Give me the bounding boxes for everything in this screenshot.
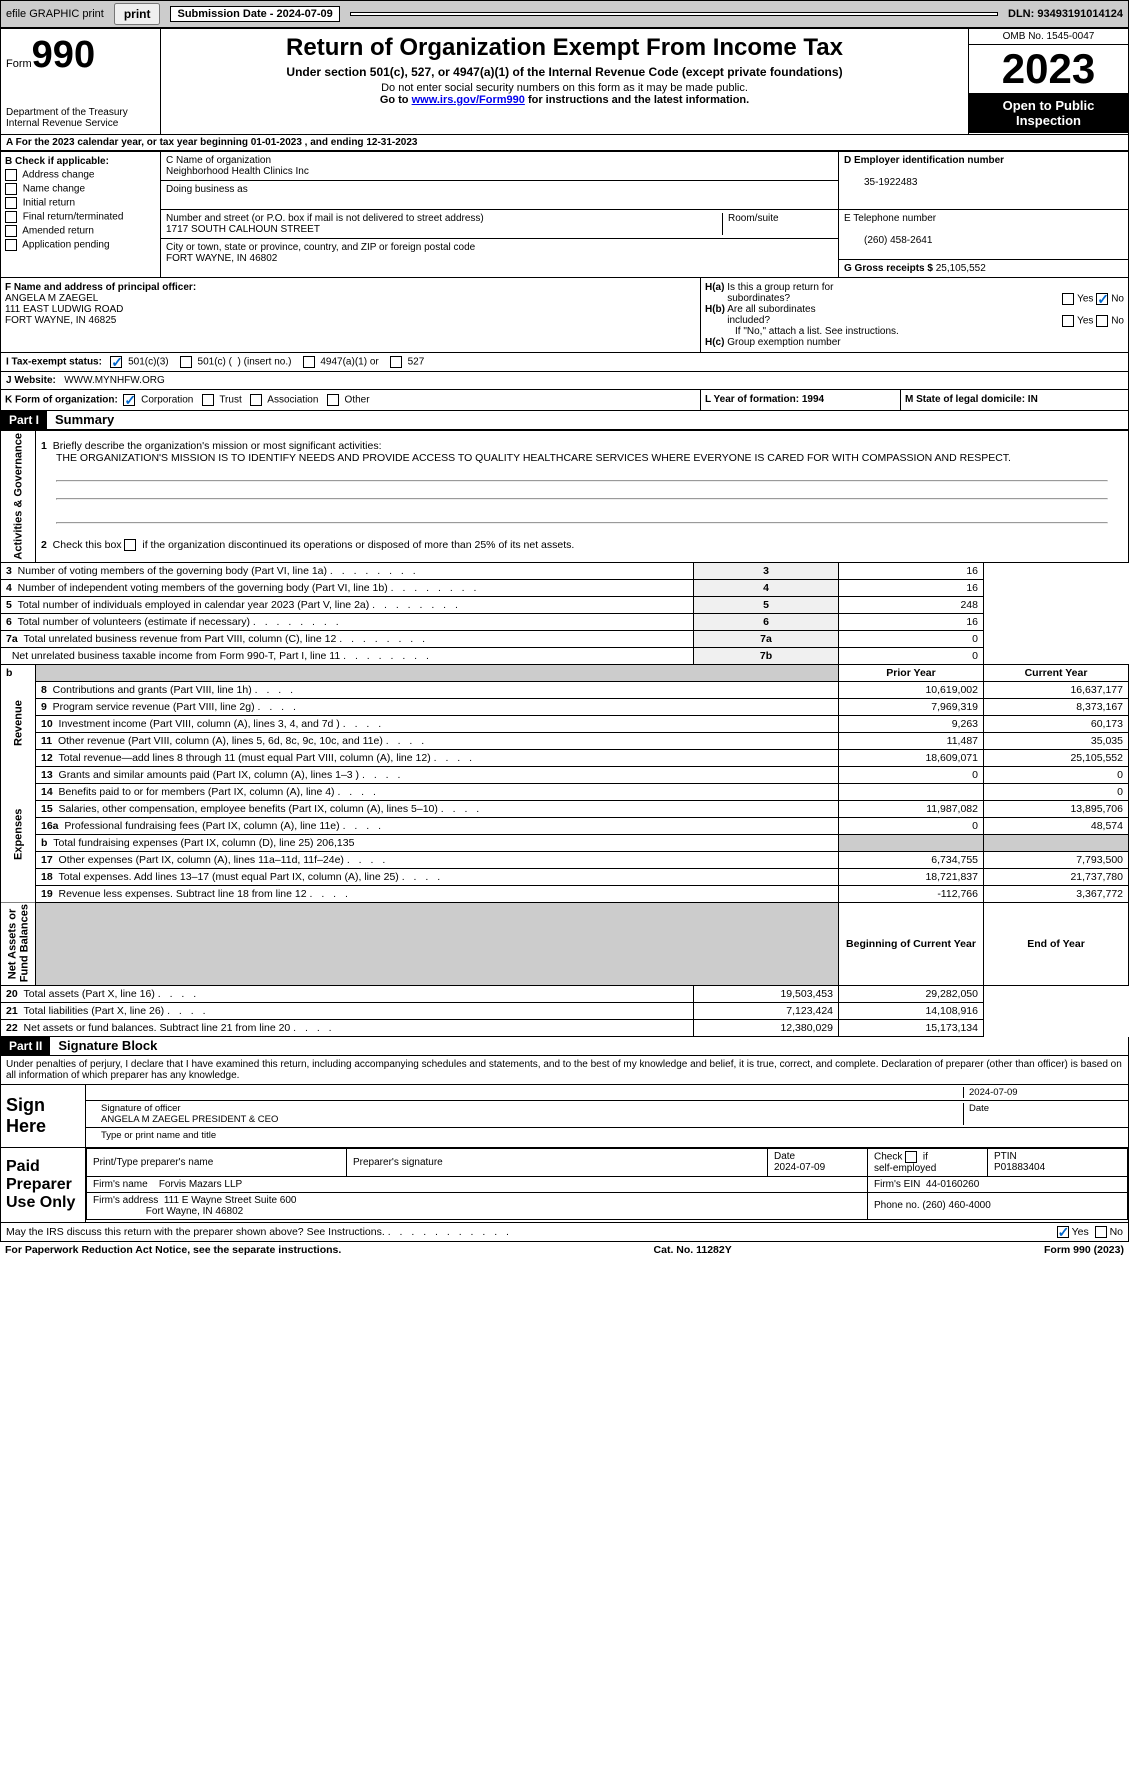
submission-date: Submission Date - 2024-07-09 [170, 6, 339, 22]
section-bcd: B Check if applicable: Address change Na… [0, 151, 1129, 278]
summary-table: Activities & Governance 1 Briefly descri… [0, 430, 1129, 1037]
irs-link[interactable]: www.irs.gov/Form990 [412, 94, 525, 106]
form-header: Form990 Department of the TreasuryIntern… [0, 28, 1129, 135]
open-public-badge: Open to Public Inspection [969, 93, 1128, 133]
tax-year: 2023 [969, 45, 1128, 93]
side-activities: Activities & Governance [1, 431, 36, 563]
dln: DLN: 93493191014124 [1008, 8, 1123, 20]
side-netassets: Net Assets orFund Balances [1, 902, 36, 985]
discuss-row: May the IRS discuss this return with the… [0, 1223, 1129, 1242]
top-toolbar: efile GRAPHIC print print Submission Dat… [0, 0, 1129, 28]
sign-here-section: Sign Here 2024-07-09 Signature of office… [0, 1085, 1129, 1148]
form-footer: For Paperwork Reduction Act Notice, see … [0, 1242, 1129, 1258]
paid-preparer-section: Paid Preparer Use Only Print/Type prepar… [0, 1148, 1129, 1223]
perjury-statement: Under penalties of perjury, I declare th… [0, 1056, 1129, 1085]
form-title: Return of Organization Exempt From Incom… [166, 34, 963, 62]
dept-treasury: Department of the TreasuryInternal Reven… [6, 107, 155, 129]
efile-label: efile GRAPHIC print [6, 8, 104, 20]
omb-number: OMB No. 1545-0047 [969, 29, 1128, 45]
section-fh: F Name and address of principal officer:… [0, 278, 1129, 353]
line-a: A For the 2023 calendar year, or tax yea… [0, 135, 1129, 151]
print-button[interactable]: print [114, 3, 161, 25]
